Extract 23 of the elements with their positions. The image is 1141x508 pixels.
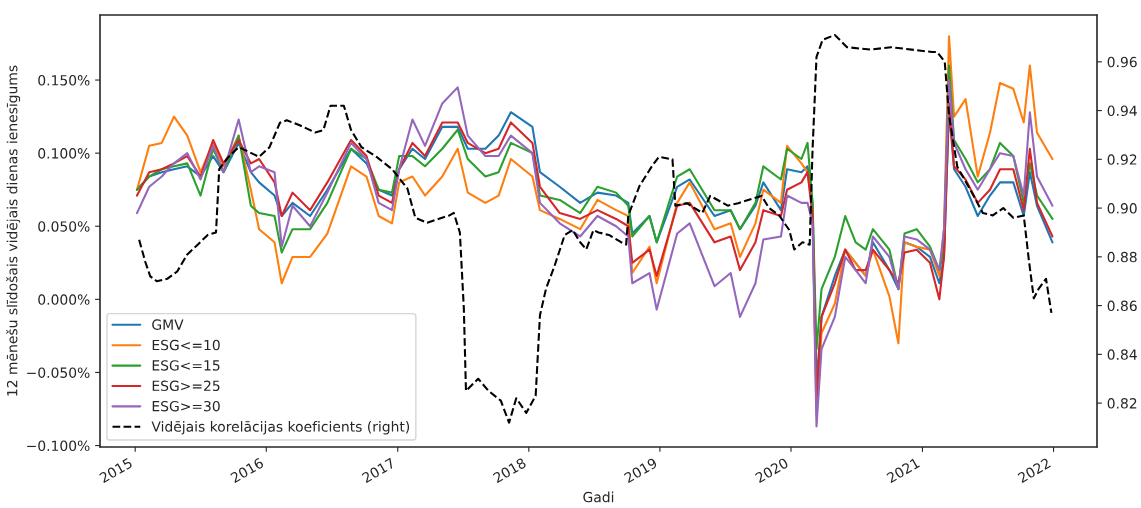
legend-label: Vidējais korelācijas koeficients (right)	[151, 421, 410, 435]
legend-label: ESG<=15	[152, 360, 220, 371]
y-axis-title: 12 mēnešu slīdošais vidējais dienas ienesīgums	[6, 65, 21, 396]
x-axis-title: Gadi	[583, 491, 614, 503]
y-tick-label: −0.050%	[27, 367, 90, 378]
y-tick-label: −0.100%	[27, 440, 90, 452]
y2-tick-label: 0.82	[1107, 398, 1137, 409]
legend-label: ESG>=25	[152, 380, 220, 392]
legend-label: GMV	[152, 319, 184, 330]
y-tick-label: 0.000%	[38, 294, 90, 305]
legend-label: ESG>=30	[152, 400, 220, 412]
y-tick-label: 0.100%	[38, 148, 90, 159]
y2-tick-label: 0.86	[1107, 300, 1137, 312]
legend-label: ESG<=10	[152, 339, 220, 351]
y2-tick-label: 0.84	[1107, 349, 1137, 360]
y2-tick-label: 0.90	[1107, 203, 1137, 214]
y2-tick-label: 0.92	[1107, 154, 1137, 165]
line-series	[135, 64, 1054, 351]
y2-tick-label: 0.88	[1107, 251, 1137, 263]
y2-tick-label: 0.96	[1107, 56, 1137, 68]
y2-tick-label: 0.94	[1107, 105, 1137, 117]
y-tick-label: 0.150%	[38, 75, 90, 86]
y-tick-label: 0.050%	[38, 221, 90, 232]
